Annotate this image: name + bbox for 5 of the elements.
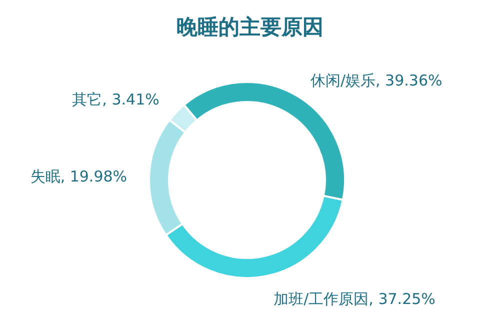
slice-label: 加班/工作原因, 37.25% bbox=[274, 290, 436, 308]
slice-label: 失眠, 19.98% bbox=[30, 167, 128, 186]
slice-label: 其它, 3.41% bbox=[72, 90, 160, 109]
slice-label: 休闲/娱乐, 39.36% bbox=[310, 71, 442, 90]
chart-title: 晚睡的主要原因 bbox=[176, 15, 324, 39]
